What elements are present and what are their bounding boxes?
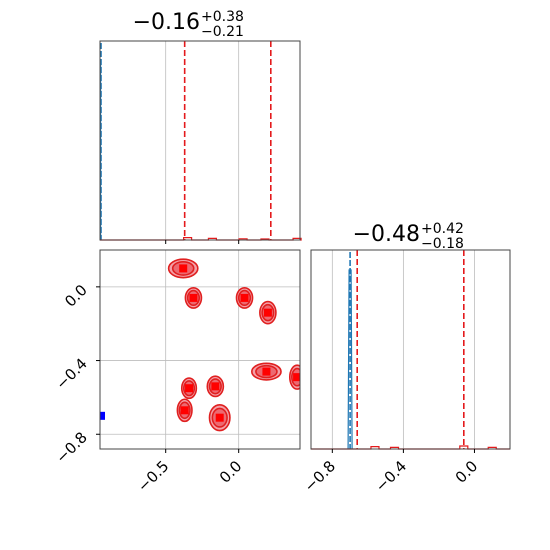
marginal-y-ticks: −0.8 −0.4 0.0 xyxy=(301,449,482,496)
joint-mode-marker-1 xyxy=(189,293,198,302)
marginal-x-frame xyxy=(99,40,301,241)
marginal-y-frame xyxy=(310,249,511,450)
marginal-y-tick-label-0: −0.8 xyxy=(301,457,339,495)
joint-mode-marker-8 xyxy=(180,406,189,415)
marginal-x-title-value: −0.16 xyxy=(133,10,200,35)
joint-frame xyxy=(99,249,301,450)
joint-mode-marker-6 xyxy=(185,384,194,393)
marginal-y-reference-curve xyxy=(347,269,353,450)
marginal-x-histogram xyxy=(100,237,302,241)
joint-mode-marker-4 xyxy=(262,367,271,376)
marginal-y-title-minus: −0.18 xyxy=(421,236,464,252)
joint-mode-marker-3 xyxy=(263,308,272,317)
marginal-x-title-minus: −0.21 xyxy=(201,24,244,40)
marginal-y-title-value: −0.48 xyxy=(353,222,420,247)
joint-mode-marker-9 xyxy=(215,413,224,422)
joint-y-tick-label-0: 0.0 xyxy=(61,281,91,311)
marginal-x-marks xyxy=(99,41,302,241)
marginal-y-tick-label-1: −0.4 xyxy=(372,457,410,495)
joint-y-tick-label-1: −0.4 xyxy=(52,355,90,393)
marginal-x-ticks xyxy=(165,240,240,244)
marginal-x-title-plus: +0.38 xyxy=(201,9,244,25)
joint-truth-point xyxy=(100,411,105,420)
joint-panel: −0.5 0.0 0.0 −0.4 −0.8 xyxy=(52,249,301,496)
joint-x-tick-label-1: 0.0 xyxy=(216,457,246,487)
joint-marks xyxy=(100,258,300,432)
joint-mode-marker-5 xyxy=(293,373,300,382)
joint-mode-marker-0 xyxy=(179,264,188,273)
marginal-x-gridlines xyxy=(165,41,240,240)
joint-mode-marker-7 xyxy=(211,382,220,391)
joint-mode-marker-2 xyxy=(240,293,249,302)
marginal-y-tick-label-2: 0.0 xyxy=(452,457,482,487)
marginal-y-panel: −0.8 −0.4 0.0 −0.48 +0.42 −0.18 xyxy=(301,221,511,496)
marginal-x-panel: −0.16 +0.38 −0.21 xyxy=(99,9,302,244)
joint-x-tick-label-0: −0.5 xyxy=(134,457,172,495)
joint-y-tick-label-2: −0.8 xyxy=(52,428,90,466)
joint-gridlines xyxy=(100,250,300,449)
marginal-y-title-plus: +0.42 xyxy=(421,221,464,237)
marginal-y-gridlines xyxy=(331,250,475,449)
marginal-y-marks xyxy=(311,250,510,450)
